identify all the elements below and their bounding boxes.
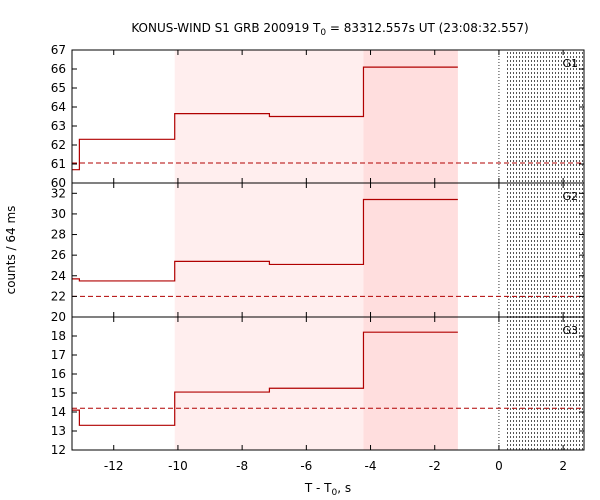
g1-y-tick-label: 65 bbox=[51, 81, 66, 95]
g3-panel-frame bbox=[71, 316, 585, 451]
g3-step-curve bbox=[72, 331, 458, 426]
g1-step-curve bbox=[72, 66, 458, 171]
x-axis-title: T - T0, s bbox=[304, 481, 351, 498]
g2-y-tick-label: 30 bbox=[51, 207, 66, 221]
g1-y-tick-label: 67 bbox=[51, 43, 66, 57]
x-tick-label: -8 bbox=[236, 459, 248, 473]
g2-y-tick-label: 20 bbox=[51, 310, 66, 324]
g2-y-tick-label: 24 bbox=[51, 269, 66, 283]
x-tick-label: -12 bbox=[104, 459, 124, 473]
g2-step-curve bbox=[72, 198, 458, 282]
x-tick-label: -10 bbox=[168, 459, 188, 473]
y-axis-title: counts / 64 ms bbox=[4, 206, 18, 295]
g1-panel-label: G1 bbox=[562, 57, 578, 70]
g2-y-tick-label: 28 bbox=[51, 228, 66, 242]
x-tick-label: 2 bbox=[559, 459, 567, 473]
chart-title: KONUS-WIND S1 GRB 200919 T0 = 83312.557s… bbox=[131, 21, 528, 38]
g3-panel-label: G3 bbox=[562, 324, 578, 337]
g2-y-tick-label: 22 bbox=[51, 289, 66, 303]
g1-y-tick-label: 64 bbox=[51, 100, 66, 114]
g3-y-tick-label: 12 bbox=[51, 443, 66, 457]
shaded-region-2 bbox=[363, 50, 458, 450]
g1-y-tick-label: 61 bbox=[51, 157, 66, 171]
x-tick-label: -6 bbox=[300, 459, 312, 473]
g3-y-tick-label: 14 bbox=[51, 405, 66, 419]
g3-y-tick-label: 16 bbox=[51, 367, 66, 381]
g1-y-tick-label: 60 bbox=[51, 176, 66, 190]
g1-y-tick-label: 66 bbox=[51, 62, 66, 76]
g3-y-tick-label: 15 bbox=[51, 386, 66, 400]
hatched-region bbox=[505, 50, 584, 450]
g2-y-tick-label: 32 bbox=[51, 186, 66, 200]
x-tick-label: 0 bbox=[495, 459, 503, 473]
g2-y-tick-label: 26 bbox=[51, 248, 66, 262]
g3-y-tick-label: 13 bbox=[51, 424, 66, 438]
x-tick-label: -2 bbox=[429, 459, 441, 473]
g3-y-tick-label: 17 bbox=[51, 348, 66, 362]
g1-y-tick-label: 62 bbox=[51, 138, 66, 152]
x-tick-label: -4 bbox=[365, 459, 377, 473]
g2-panel-label: G2 bbox=[562, 190, 578, 203]
g1-y-tick-label: 63 bbox=[51, 119, 66, 133]
g3-y-tick-label: 18 bbox=[51, 329, 66, 343]
